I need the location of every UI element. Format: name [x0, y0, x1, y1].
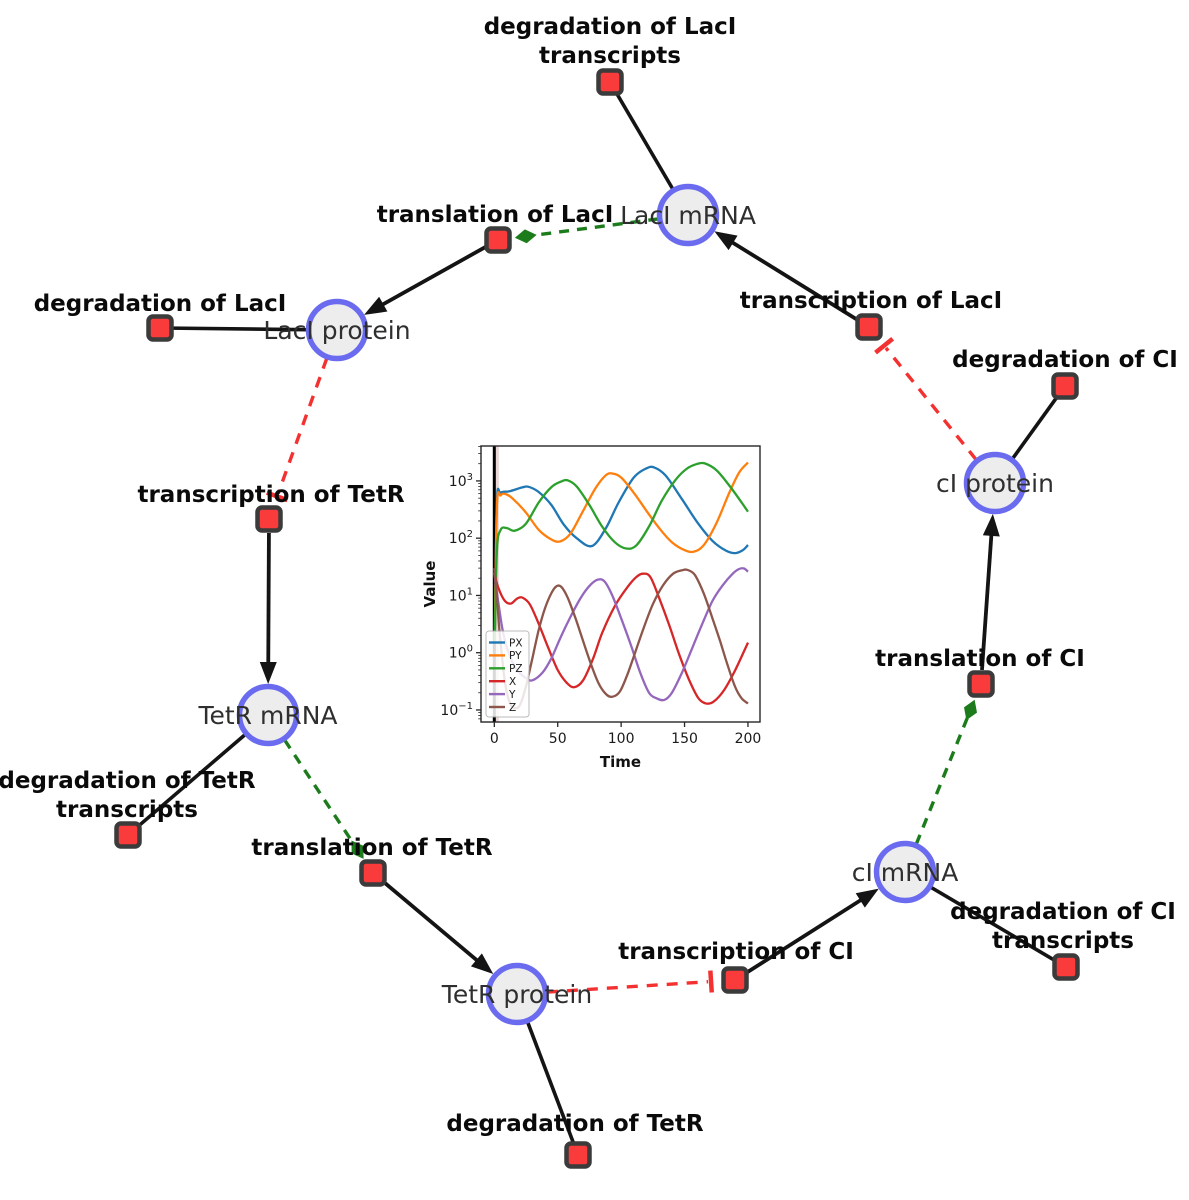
edge-inhibition-ci-protein-to-transcr-laci	[874, 337, 978, 461]
edge-modifier-laci-mrna-to-transl-laci	[514, 217, 659, 244]
x-tick-label: 50	[549, 731, 567, 747]
species-node-laci-protein[interactable]	[305, 298, 369, 362]
edge-consumption-ci-protein-to-deg-ci	[1011, 394, 1060, 460]
reaction-node-deg-laci-tr[interactable]	[596, 68, 624, 96]
label-layer: degradation of LacI transcripts translatio…	[0, 14, 1178, 1137]
y-tick-label: 102	[449, 529, 473, 547]
reaction-node-transl-laci[interactable]	[484, 226, 512, 254]
arrowhead-icon	[470, 953, 494, 975]
reaction-node-transl-ci[interactable]	[967, 670, 995, 698]
species-label-ci-protein: cI protein	[936, 469, 1054, 498]
reaction-label-transcr-tetr: transcription of TetR	[137, 482, 404, 508]
inhibition-bar-icon	[266, 490, 289, 503]
edge-modifier-ci-mrna-to-transl-ci	[914, 699, 977, 845]
chart-y-axis-label: Value	[421, 561, 439, 608]
edge-consumption-tetr-protein-to-deg-tetr	[525, 1021, 576, 1145]
arrowhead-icon	[259, 661, 277, 685]
reaction-node-transcr-tetr[interactable]	[255, 505, 283, 533]
species-node-ci-protein[interactable]	[963, 451, 1027, 515]
x-tick-label: 0	[490, 731, 499, 747]
arrowhead-icon	[714, 231, 738, 251]
species-label-laci-protein: LacI protein	[263, 316, 410, 345]
edge-consumption-ci-mrna-to-deg-ci-tr	[929, 885, 1057, 963]
inhibition-bar-icon	[708, 970, 714, 993]
species-node-ci-mrna[interactable]	[873, 840, 937, 904]
reaction-node-deg-tetr-tr[interactable]	[114, 821, 142, 849]
edge-production-transcr-ci-to-ci-mrna	[745, 888, 879, 975]
x-tick-label: 150	[671, 731, 698, 747]
modifier-arrowhead-icon	[514, 229, 537, 244]
edge-inhibition-laci-protein-to-transcr-tetr	[266, 357, 329, 503]
y-tick-label: 101	[449, 586, 473, 604]
x-tick-label: 100	[608, 731, 635, 747]
reaction-label-deg-tetr: degradation of TetR	[446, 1111, 703, 1137]
edge-consumption-laci-mrna-to-deg-laci-tr	[614, 91, 675, 191]
species-node-tetr-protein[interactable]	[485, 962, 549, 1026]
species-label-tetr-mrna: TetR mRNA	[197, 701, 337, 730]
legend-entry-pz: PZ	[509, 663, 523, 675]
edge-production-transl-tetr-to-tetr-protein	[382, 880, 494, 975]
species-label-ci-mrna: cI mRNA	[852, 858, 959, 887]
modifier-arrowhead-icon	[964, 699, 977, 721]
edge-inhibition-tetr-protein-to-transcr-ci	[546, 970, 714, 994]
series-line-py	[493, 461, 749, 643]
reaction-label-transl-laci: translation of LacI	[377, 202, 614, 228]
reaction-label-transl-ci: translation of CI	[875, 646, 1085, 672]
reaction-node-deg-laci[interactable]	[146, 314, 174, 342]
reaction-label-deg-ci-tr: degradation of CI transcripts	[950, 899, 1176, 954]
edge-production-transcr-tetr-to-tetr-mrna	[259, 532, 277, 685]
reaction-label-transcr-ci: transcription of CI	[618, 939, 854, 965]
node-layer	[114, 68, 1080, 1169]
inhibition-bar-icon	[874, 337, 895, 355]
species-label-laci-mrna: LacI mRNA	[620, 201, 756, 230]
series-line-px	[493, 465, 749, 643]
reaction-label-deg-laci-tr: degradation of LacI transcripts	[484, 14, 737, 69]
arrowhead-icon	[364, 296, 388, 315]
y-tick-label: 103	[449, 472, 473, 490]
reaction-label-deg-ci: degradation of CI	[952, 347, 1178, 373]
reaction-node-transcr-laci[interactable]	[855, 313, 883, 341]
arrowhead-icon	[855, 888, 879, 908]
modifier-arrowhead-icon	[351, 840, 364, 859]
reaction-label-transcr-laci: transcription of LacI	[740, 288, 1003, 314]
reaction-label-deg-tetr-tr: degradation of TetR transcripts	[0, 768, 256, 823]
species-label-tetr-protein: TetR protein	[441, 980, 592, 1009]
edge-layer	[135, 91, 1060, 1145]
legend-entry-z: Z	[509, 702, 516, 714]
legend-entry-py: PY	[509, 650, 522, 662]
edge-consumption-laci-protein-to-deg-laci	[171, 326, 308, 332]
edge-consumption-tetr-mrna-to-deg-tetr-tr	[135, 733, 247, 829]
chart-x-axis-label: Time	[600, 753, 641, 771]
reaction-node-transcr-ci[interactable]	[721, 966, 749, 994]
reaction-label-deg-laci: degradation of LacI	[34, 291, 287, 317]
reaction-node-transl-tetr[interactable]	[359, 859, 387, 887]
reaction-node-deg-ci[interactable]	[1051, 372, 1079, 400]
edge-production-transl-ci-to-ci-protein	[980, 513, 1000, 671]
reaction-node-deg-ci-tr[interactable]	[1052, 953, 1080, 981]
reaction-label-transl-tetr: translation of TetR	[251, 835, 492, 861]
species-node-laci-mrna[interactable]	[656, 183, 720, 247]
edge-production-transl-laci-to-laci-protein	[364, 245, 487, 315]
arrowhead-icon	[982, 513, 1000, 537]
x-tick-label: 200	[735, 731, 762, 747]
y-tick-label: 100	[449, 644, 473, 662]
legend-entry-px: PX	[509, 637, 523, 649]
inset-chart: 0 50 100 150 20010310210110010−1TimeValuePXP…	[419, 432, 778, 771]
edge-production-transcr-laci-to-laci-mrna	[714, 231, 859, 322]
legend-entry-x: X	[509, 676, 516, 688]
y-tick-label: 10−1	[440, 701, 473, 719]
reaction-node-deg-tetr[interactable]	[564, 1141, 592, 1169]
series-line-x	[493, 572, 750, 705]
edge-modifier-tetr-mrna-to-transl-tetr	[283, 739, 364, 859]
series-line-pz	[493, 461, 749, 643]
species-node-tetr-mrna[interactable]	[236, 683, 300, 747]
legend-entry-y: Y	[508, 689, 516, 701]
